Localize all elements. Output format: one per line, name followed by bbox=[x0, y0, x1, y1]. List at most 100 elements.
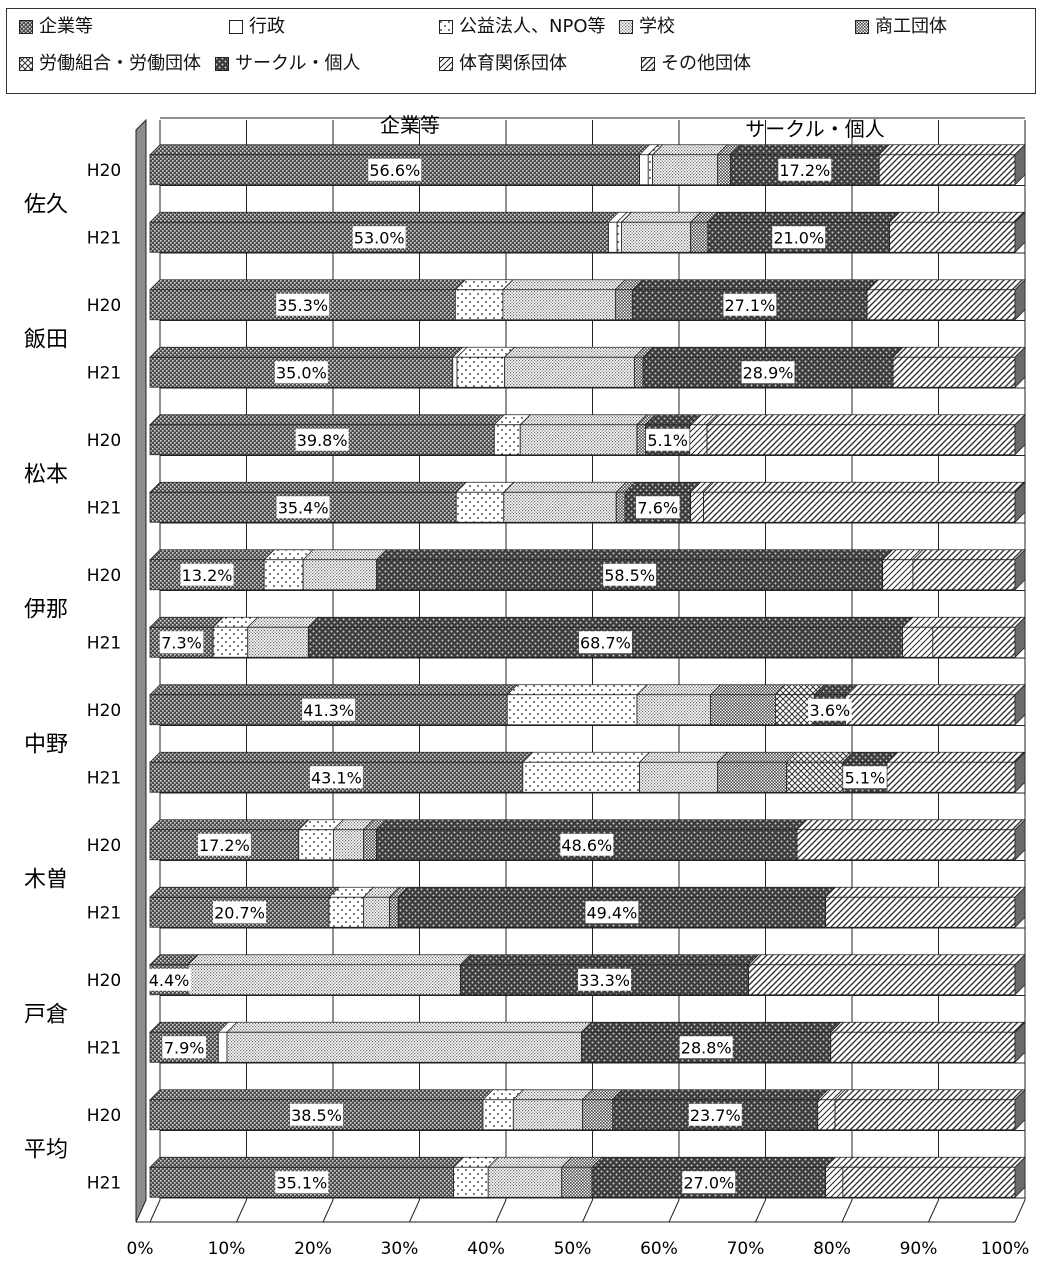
legend-label: サークル・個人 bbox=[235, 53, 361, 74]
floor-line bbox=[322, 1199, 334, 1223]
data-label-bg bbox=[368, 158, 422, 181]
bar-segment bbox=[389, 896, 399, 928]
data-label: 28.8% bbox=[681, 1038, 732, 1057]
legend-label: 体育関係団体 bbox=[459, 53, 567, 74]
group-label: 木曽 bbox=[24, 868, 68, 893]
bar-top-face bbox=[149, 144, 651, 156]
legend-swatch bbox=[641, 57, 655, 71]
bar-top-face bbox=[623, 481, 702, 493]
bar-end-face bbox=[1014, 346, 1026, 389]
data-label-bg bbox=[585, 901, 639, 924]
bar-segment bbox=[502, 289, 616, 321]
bar-segment bbox=[332, 829, 365, 861]
data-label: 7.6% bbox=[637, 498, 678, 517]
data-label-bg bbox=[682, 1171, 736, 1194]
data-label: 33.3% bbox=[579, 971, 630, 990]
group-label: 伊那 bbox=[24, 598, 68, 623]
bar-top-face bbox=[519, 414, 648, 426]
data-label: 28.9% bbox=[743, 363, 794, 382]
bar-top-face bbox=[785, 751, 854, 763]
data-label: 17.2% bbox=[779, 161, 830, 180]
x-tick-label: 90% bbox=[900, 1239, 938, 1259]
group-label: 中野 bbox=[24, 733, 68, 758]
legend-swatch bbox=[229, 20, 243, 34]
floor-line bbox=[409, 1199, 420, 1223]
row-label: H20 bbox=[87, 566, 121, 586]
bar-top-face bbox=[911, 549, 1026, 561]
data-label: 56.6% bbox=[369, 161, 420, 180]
data-label-bg bbox=[578, 968, 632, 991]
bar-end-face bbox=[1014, 751, 1026, 794]
bar-segment bbox=[363, 896, 391, 928]
data-label: 27.1% bbox=[724, 296, 775, 315]
bar-segment bbox=[636, 694, 711, 726]
data-label-bg bbox=[578, 631, 632, 654]
bar-segment bbox=[889, 221, 1016, 253]
data-label: 35.4% bbox=[278, 498, 329, 517]
floor-line bbox=[495, 1199, 507, 1223]
bar-segment bbox=[689, 424, 708, 456]
bar-top-face bbox=[878, 144, 1026, 156]
bar-segment bbox=[690, 491, 705, 523]
data-label-bg bbox=[290, 1103, 344, 1126]
bar-segment bbox=[522, 761, 640, 793]
bar-segment bbox=[892, 356, 1016, 388]
bar-end-face bbox=[1014, 953, 1026, 996]
bar-segment bbox=[512, 1099, 583, 1131]
data-label: 39.8% bbox=[297, 431, 348, 450]
bar-segment bbox=[690, 221, 709, 253]
bar-top-face bbox=[834, 1089, 1026, 1101]
bar-segment bbox=[212, 626, 249, 658]
bar-segment bbox=[830, 1031, 1016, 1063]
bar-segment bbox=[456, 356, 506, 388]
bar-top-face bbox=[642, 346, 905, 358]
bar-top-face bbox=[149, 1156, 465, 1168]
legend-swatch bbox=[19, 20, 33, 34]
bar-top-face bbox=[620, 211, 702, 223]
data-label-bg bbox=[352, 226, 406, 249]
bar-segment bbox=[561, 1166, 593, 1198]
bar-top-face bbox=[503, 346, 646, 358]
legend-swatch bbox=[439, 57, 453, 71]
data-label-bg bbox=[274, 361, 328, 384]
data-label-bg bbox=[843, 766, 887, 789]
data-label: 68.7% bbox=[580, 633, 631, 652]
bar-top-face bbox=[149, 1021, 230, 1033]
bar-segment bbox=[455, 491, 505, 523]
bar-top-face bbox=[375, 819, 808, 831]
bar-end-face bbox=[1014, 1088, 1026, 1131]
bar-segment bbox=[882, 559, 914, 591]
legend-label: 行政 bbox=[249, 16, 285, 37]
bar-segment bbox=[845, 694, 1016, 726]
data-label: 4.4% bbox=[149, 971, 190, 990]
bar-segment bbox=[582, 1099, 614, 1131]
bar-top-face bbox=[149, 751, 534, 763]
group-label: 松本 bbox=[24, 463, 68, 488]
bar-top-face bbox=[246, 616, 320, 628]
data-label: 53.0% bbox=[354, 228, 405, 247]
bar-top-face bbox=[302, 549, 388, 561]
bar-top-face bbox=[638, 751, 729, 763]
bar-top-face bbox=[747, 954, 1026, 966]
bar-segment bbox=[796, 829, 1016, 861]
bar-segment bbox=[504, 356, 635, 388]
data-label-bg bbox=[302, 698, 356, 721]
legend-label: 学校 bbox=[639, 16, 675, 37]
group-label: 佐久 bbox=[24, 193, 68, 218]
bar-segment bbox=[652, 154, 718, 186]
row-label: H21 bbox=[87, 633, 121, 653]
x-tick-label: 10% bbox=[208, 1239, 246, 1259]
data-label: 5.1% bbox=[647, 431, 688, 450]
bar-segment bbox=[717, 154, 731, 186]
data-label-bg bbox=[295, 428, 349, 451]
bar-segment bbox=[187, 964, 461, 996]
floor-line bbox=[755, 1199, 766, 1223]
bar-segment bbox=[878, 154, 1016, 186]
bar-segment bbox=[506, 694, 638, 726]
row-label: H21 bbox=[87, 228, 121, 248]
row-label: H21 bbox=[87, 903, 121, 923]
bar-segment bbox=[647, 154, 653, 186]
bar-segment bbox=[902, 626, 934, 658]
data-label: 20.7% bbox=[214, 903, 265, 922]
bar-end-face bbox=[1014, 818, 1026, 861]
